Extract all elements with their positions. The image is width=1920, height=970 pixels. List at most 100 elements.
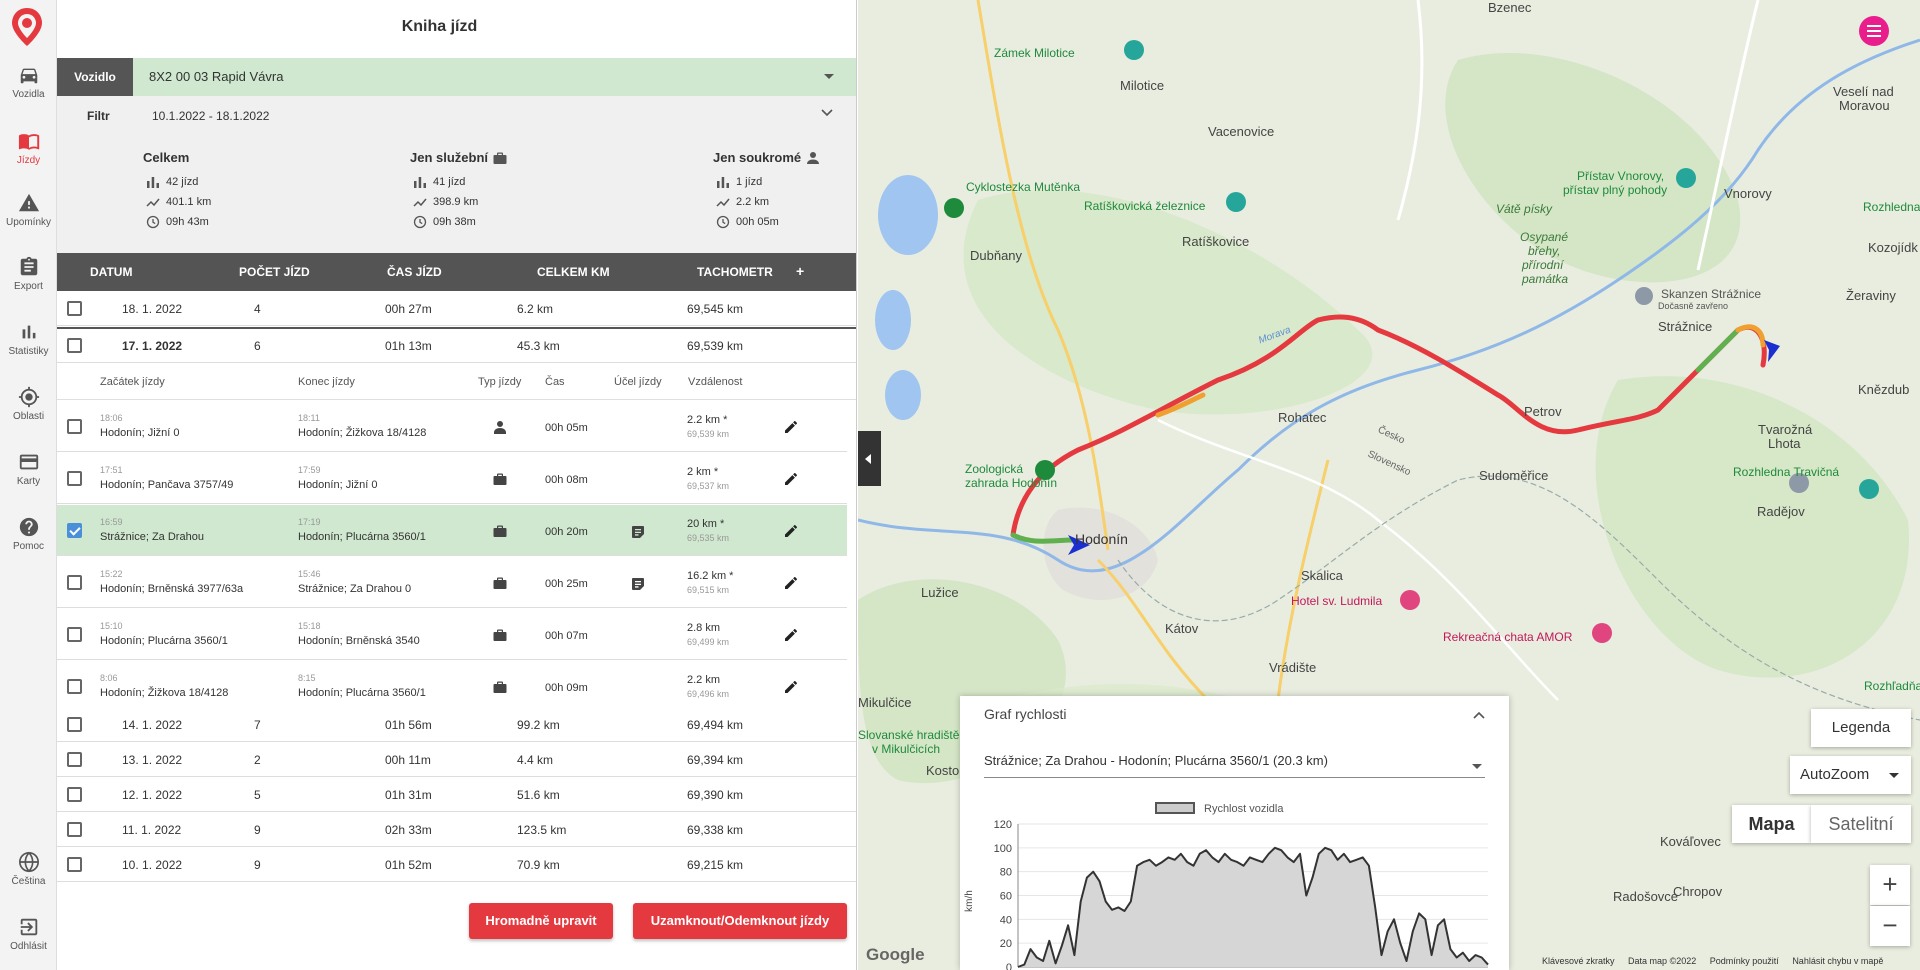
- trip-row[interactable]: 15:22 Hodonín; Brněnská 3977/63a 15:46 Strá…: [57, 557, 847, 608]
- nav-label: Pomoc: [12, 541, 45, 552]
- warning-icon: [18, 193, 39, 212]
- edit-icon[interactable]: [783, 419, 799, 435]
- nav-karty[interactable]: Karty: [0, 451, 57, 487]
- nav-jizdy[interactable]: Jízdy: [0, 130, 57, 166]
- edit-icon[interactable]: [783, 523, 799, 539]
- trip-row[interactable]: 18:06 Hodonín; Jižní 0 18:11 Hodonín; Žižko…: [57, 401, 847, 452]
- note-icon[interactable]: [631, 525, 645, 539]
- nav-label: Karty: [16, 476, 41, 487]
- trip-start-time: 16:59: [100, 517, 123, 527]
- table-row[interactable]: 10. 1. 2022 9 01h 52m 70.9 km 69,215 km: [57, 847, 856, 882]
- nav-logout[interactable]: Odhlásit: [0, 916, 57, 952]
- speed-area: [1018, 847, 1488, 967]
- row-checkbox[interactable]: [67, 822, 82, 837]
- app-logo-icon[interactable]: [10, 6, 44, 48]
- map-label: Vacenovice: [1208, 124, 1275, 139]
- nav-statistiky[interactable]: Statistiky: [0, 321, 57, 357]
- trip-select[interactable]: Strážnice; Za Drahou - Hodonín; Plucárna…: [984, 753, 1328, 768]
- map-footer-link[interactable]: Podmínky použití: [1709, 956, 1779, 966]
- col-date[interactable]: DATUM: [90, 265, 133, 279]
- add-column-button[interactable]: +: [796, 263, 805, 279]
- chevron-up-icon[interactable]: [1472, 708, 1486, 722]
- map-label: přístav plný pohody: [1563, 183, 1668, 197]
- map-label: Hodonín: [1075, 531, 1128, 547]
- row-checkbox[interactable]: [67, 717, 82, 732]
- edit-icon[interactable]: [783, 679, 799, 695]
- table-row[interactable]: 13. 1. 2022 2 00h 11m 4.4 km 69,394 km: [57, 742, 856, 777]
- edit-icon[interactable]: [783, 471, 799, 487]
- nav-vozidla[interactable]: Vozidla: [0, 64, 57, 100]
- vehicle-select[interactable]: Vozidlo 8X2 00 03 Rapid Vávra: [57, 58, 856, 96]
- table-row[interactable]: 14. 1. 2022 7 01h 56m 99.2 km 69,494 km: [57, 707, 856, 742]
- summary-time: 00h 05m: [736, 216, 779, 228]
- row-checkbox[interactable]: [67, 857, 82, 872]
- help-icon: [19, 517, 38, 537]
- map-type-satellite-button[interactable]: Satelitní: [1811, 805, 1911, 843]
- col-odometer[interactable]: TACHOMETR: [697, 265, 773, 279]
- map-label: v Mikulčicích: [872, 742, 941, 756]
- menu-button[interactable]: [1859, 16, 1889, 46]
- trip-checkbox[interactable]: [67, 679, 82, 694]
- y-tick-label: 40: [1000, 914, 1012, 926]
- row-time: 00h 11m: [385, 753, 431, 767]
- person-icon: [807, 151, 820, 164]
- trip-duration: 00h 25m: [545, 578, 588, 590]
- trip-checkbox[interactable]: [67, 627, 82, 642]
- row-date: 10. 1. 2022: [122, 858, 183, 872]
- map-label: Moravou: [1839, 98, 1890, 113]
- row-date: 11. 1. 2022: [122, 823, 182, 837]
- nav-upominky[interactable]: Upomínky: [0, 192, 57, 228]
- row-checkbox[interactable]: [67, 787, 82, 802]
- table-row[interactable]: 11. 1. 2022 9 02h 33m 123.5 km 69,338 km: [57, 812, 856, 847]
- note-icon[interactable]: [631, 577, 645, 591]
- trip-duration: 00h 09m: [545, 682, 588, 694]
- col-km[interactable]: CELKEM KM: [537, 265, 610, 279]
- trip-end-time: 15:46: [298, 569, 321, 579]
- autozoom-select[interactable]: AutoZoom: [1790, 756, 1911, 794]
- map-footer-link[interactable]: Nahlásit chybu v mapě: [1792, 956, 1884, 966]
- lock-unlock-button[interactable]: Uzamknout/Odemknout jízdy: [633, 903, 847, 939]
- trip-checkbox[interactable]: [67, 575, 82, 590]
- summary-km: 401.1 km: [166, 196, 212, 208]
- row-checkbox[interactable]: [67, 301, 82, 316]
- row-checkbox[interactable]: [67, 338, 82, 353]
- trip-checkbox[interactable]: [67, 471, 82, 486]
- summary-title: Jen služební: [410, 150, 489, 165]
- row-km: 6.2 km: [517, 302, 554, 316]
- col-count[interactable]: POČET JÍZD: [239, 265, 310, 279]
- row-checkbox[interactable]: [67, 752, 82, 767]
- trip-checkbox[interactable]: [67, 419, 82, 434]
- chevron-down-icon[interactable]: [820, 106, 834, 120]
- filter-row[interactable]: Filtr 10.1.2022 - 18.1.2022: [57, 96, 856, 136]
- trip-distance: 2.8 km: [687, 622, 721, 634]
- col-time[interactable]: ČAS JÍZD: [387, 265, 442, 279]
- collapse-panel-button[interactable]: [858, 431, 881, 486]
- row-date: 12. 1. 2022: [122, 788, 183, 802]
- trip-row[interactable]: 17:51 Hodonín; Pančava 3757/49 17:59 Hodoní…: [57, 453, 847, 504]
- trip-row[interactable]: 15:10 Hodonín; Plucárna 3560/1 15:18 Hodoní…: [57, 609, 847, 660]
- trip-row[interactable]: 16:59 Strážnice; Za Drahou 17:19 Hodonín; P…: [57, 505, 847, 556]
- summary-km: 2.2 km: [736, 196, 770, 208]
- map-label: Dubňany: [970, 248, 1023, 263]
- trip-row[interactable]: 8:06 Hodonín; Žižkova 18/4128 8:15 Hodonín;…: [57, 661, 847, 712]
- y-tick-label: 20: [1000, 938, 1012, 950]
- zoom-out-button[interactable]: −: [1870, 906, 1910, 946]
- caret-down-icon: [1472, 764, 1482, 769]
- map-type-map-button[interactable]: Mapa: [1732, 805, 1811, 843]
- trip-checkbox[interactable]: [67, 523, 82, 538]
- table-row[interactable]: 18. 1. 2022 4 00h 27m 6.2 km 69,545 km: [57, 291, 856, 326]
- edit-icon[interactable]: [783, 575, 799, 591]
- nav-oblasti[interactable]: Oblasti: [0, 386, 57, 422]
- legend-button[interactable]: Legenda: [1811, 709, 1911, 747]
- nav-pomoc[interactable]: Pomoc: [0, 516, 57, 552]
- trip-end: Hodonín; Jižní 0: [298, 479, 378, 491]
- edit-icon[interactable]: [783, 627, 799, 643]
- bulk-edit-button[interactable]: Hromadně upravit: [469, 903, 613, 939]
- nav-language[interactable]: Čeština: [0, 851, 57, 887]
- table-row-expanded[interactable]: 17. 1. 2022 6 01h 13m 45.3 km 69,539 km: [57, 327, 856, 363]
- nav-export[interactable]: Export: [0, 256, 57, 292]
- zoom-in-button[interactable]: +: [1870, 865, 1910, 905]
- map-footer-link[interactable]: Klávesové zkratky: [1542, 956, 1615, 966]
- table-row[interactable]: 12. 1. 2022 5 01h 31m 51.6 km 69,390 km: [57, 777, 856, 812]
- map-label: Hotel sv. Ludmila: [1291, 594, 1383, 608]
